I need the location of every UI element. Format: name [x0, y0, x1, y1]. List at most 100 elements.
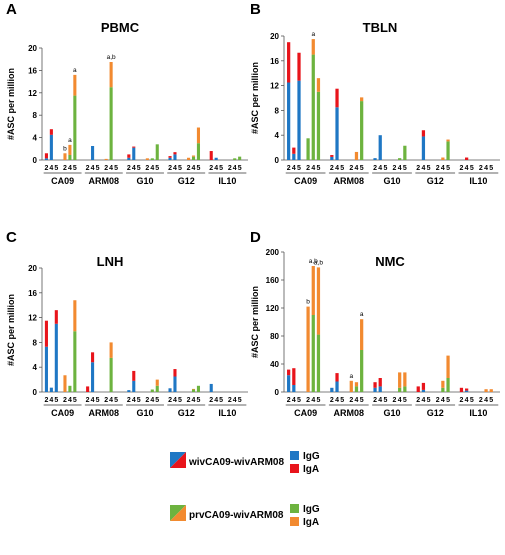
day-tick-label: 5: [238, 397, 242, 404]
group-tick-label: CA09: [51, 176, 74, 186]
bar-prv-iga: [360, 319, 364, 350]
day-tick-label: 2: [187, 397, 191, 404]
day-tick-label: 4: [49, 397, 53, 404]
y-axis-label: #ASC per million: [6, 68, 16, 140]
group-tick-label: G12: [427, 176, 444, 186]
day-tick-label: 2: [306, 397, 310, 404]
day-tick-label: 5: [297, 397, 301, 404]
bar-wiv-igg: [173, 154, 177, 160]
bar-prv-iga: [446, 139, 450, 142]
day-tick-label: 4: [68, 165, 72, 172]
bar-prv-igg: [446, 141, 450, 160]
bar-prv-iga: [187, 157, 191, 160]
day-tick-label: 2: [393, 397, 397, 404]
day-tick-label: 5: [197, 165, 201, 172]
bar-prv-igg: [441, 387, 445, 392]
y-tick-label: 20: [28, 44, 37, 53]
y-tick-label: 12: [28, 314, 37, 323]
bar-wiv-igg: [209, 383, 213, 392]
day-tick-label: 2: [104, 397, 108, 404]
bar-wiv-iga: [421, 382, 426, 390]
day-tick-label: 4: [311, 165, 315, 172]
day-tick-label: 4: [292, 397, 296, 404]
significance-annotation: a: [349, 373, 353, 380]
group-tick-label: CA09: [294, 176, 317, 186]
panel-title: LNH: [97, 254, 124, 269]
bar-wiv-iga: [335, 88, 339, 108]
bar-prv-iga: [109, 62, 113, 88]
bar-wiv-igg: [127, 157, 131, 160]
day-tick-label: 2: [373, 397, 377, 404]
day-tick-label: 4: [132, 397, 136, 404]
bar-wiv-igg: [132, 380, 136, 392]
day-tick-label: 4: [355, 165, 359, 172]
y-tick-label: 0: [275, 156, 280, 165]
bar-wiv-igg: [44, 158, 48, 160]
bar-wiv-iga: [459, 387, 464, 392]
bar-wiv-iga: [127, 154, 131, 158]
day-tick-label: 5: [446, 397, 450, 404]
bar-wiv-igg: [49, 134, 53, 160]
bar-wiv-iga: [373, 382, 377, 388]
day-tick-label: 2: [228, 397, 232, 404]
bar-wiv-igg: [168, 388, 172, 392]
y-tick-label: 160: [266, 276, 280, 285]
bar-wiv-igg: [44, 346, 48, 392]
bar-wiv-igg: [287, 82, 291, 160]
day-tick-label: 5: [340, 397, 344, 404]
bar-prv-iga: [446, 355, 450, 378]
day-tick-label: 2: [228, 165, 232, 172]
day-tick-label: 2: [479, 397, 483, 404]
group-tick-label: CA09: [294, 408, 317, 418]
bar-wiv-igg: [127, 390, 131, 392]
bar-wiv-igg: [173, 376, 177, 392]
bar-wiv-igg: [335, 381, 339, 392]
bar-wiv-igg: [287, 375, 291, 392]
group-tick-label: ARM08: [89, 176, 120, 186]
y-tick-label: 200: [266, 248, 280, 257]
day-tick-label: 2: [44, 165, 48, 172]
day-tick-label: 5: [219, 397, 223, 404]
bar-wiv-igg: [335, 107, 339, 160]
day-tick-label: 2: [306, 165, 310, 172]
group-tick-label: G10: [383, 408, 400, 418]
bar-prv-iga: [196, 127, 201, 144]
bar-prv-igg: [191, 389, 196, 392]
legend-igg-swatch: [290, 504, 299, 513]
legend-iga-swatch: [290, 464, 299, 473]
day-tick-label: 5: [383, 165, 387, 172]
day-tick-label: 2: [209, 397, 213, 404]
day-tick-label: 5: [219, 165, 223, 172]
group-tick-label: G10: [136, 408, 153, 418]
bar-prv-igg: [398, 158, 402, 160]
bar-prv-igg: [316, 91, 321, 160]
day-tick-label: 4: [484, 397, 488, 404]
bar-prv-igg: [360, 101, 364, 160]
bar-prv-igg: [238, 156, 242, 160]
day-tick-label: 5: [96, 165, 100, 172]
day-tick-label: 2: [416, 165, 420, 172]
day-tick-label: 5: [238, 165, 242, 172]
day-tick-label: 4: [150, 397, 154, 404]
day-tick-label: 4: [378, 165, 382, 172]
bar-prv-iga: [73, 300, 77, 332]
y-axis-label: #ASC per million: [6, 294, 16, 366]
day-tick-label: 5: [197, 397, 201, 404]
day-tick-label: 4: [465, 165, 469, 172]
day-tick-label: 2: [479, 165, 483, 172]
legend-group-label: prvCA09-wivARM08: [189, 510, 284, 521]
y-tick-label: 4: [275, 131, 280, 140]
y-tick-label: 8: [33, 111, 38, 120]
legend-iga-label: IgA: [303, 517, 319, 528]
day-tick-label: 5: [316, 397, 320, 404]
bar-wiv-igg: [292, 385, 296, 392]
day-tick-label: 5: [297, 165, 301, 172]
day-tick-label: 4: [335, 165, 339, 172]
bar-wiv-igg: [378, 386, 382, 392]
day-tick-label: 2: [287, 165, 291, 172]
day-tick-label: 5: [427, 397, 431, 404]
legend-igg-swatch: [290, 451, 299, 460]
